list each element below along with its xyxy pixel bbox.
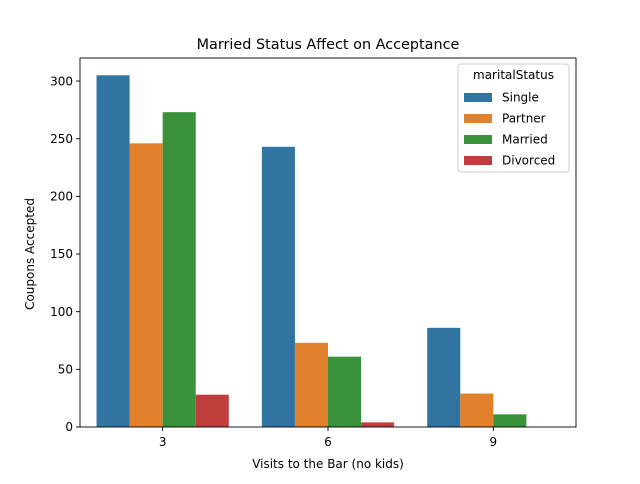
y-tick-label: 200 <box>50 190 73 204</box>
bar-single-3 <box>96 75 130 428</box>
legend-swatch-partner <box>464 114 492 123</box>
y-tick-label: 50 <box>58 363 73 377</box>
y-tick-label: 0 <box>65 420 73 434</box>
x-tick-label: 6 <box>324 435 332 449</box>
legend-label-partner: Partner <box>502 112 546 126</box>
axes-layer: 0 50 100 150 200 250 300 3 6 9 <box>50 57 577 449</box>
bar-married-3 <box>162 112 196 427</box>
x-tick-label: 9 <box>490 435 498 449</box>
bars-layer <box>96 75 527 428</box>
bar-married-9 <box>493 414 527 427</box>
x-axis-label: Visits to the Bar (no kids) <box>252 457 404 471</box>
legend-label-single: Single <box>502 91 539 105</box>
bar-single-9 <box>427 327 461 427</box>
legend-swatch-single <box>464 93 492 102</box>
legend: maritalStatus Single Partner Married Divorce… <box>457 63 570 173</box>
bar-partner-9 <box>460 393 494 427</box>
legend-swatch-married <box>464 135 492 144</box>
y-tick-label: 300 <box>50 74 73 88</box>
bar-partner-3 <box>129 143 163 427</box>
bar-married-6 <box>328 356 362 427</box>
y-axis-label: Coupons Accepted <box>23 198 37 310</box>
bar-single-6 <box>261 146 295 428</box>
y-tick-label: 100 <box>50 305 73 319</box>
legend-box <box>457 63 570 173</box>
legend-title: maritalStatus <box>473 68 554 82</box>
x-tick-label: 3 <box>159 435 167 449</box>
y-tick-label: 250 <box>50 132 73 146</box>
bar-divorced-3 <box>195 394 229 427</box>
bar-divorced-6 <box>361 422 395 427</box>
legend-label-married: Married <box>502 133 548 147</box>
chart-title: Married Status Affect on Acceptance <box>197 37 460 53</box>
bar-partner-6 <box>294 342 328 427</box>
y-tick-label: 150 <box>50 247 73 261</box>
legend-swatch-divorced <box>464 156 492 165</box>
legend-label-divorced: Divorced <box>502 154 555 168</box>
